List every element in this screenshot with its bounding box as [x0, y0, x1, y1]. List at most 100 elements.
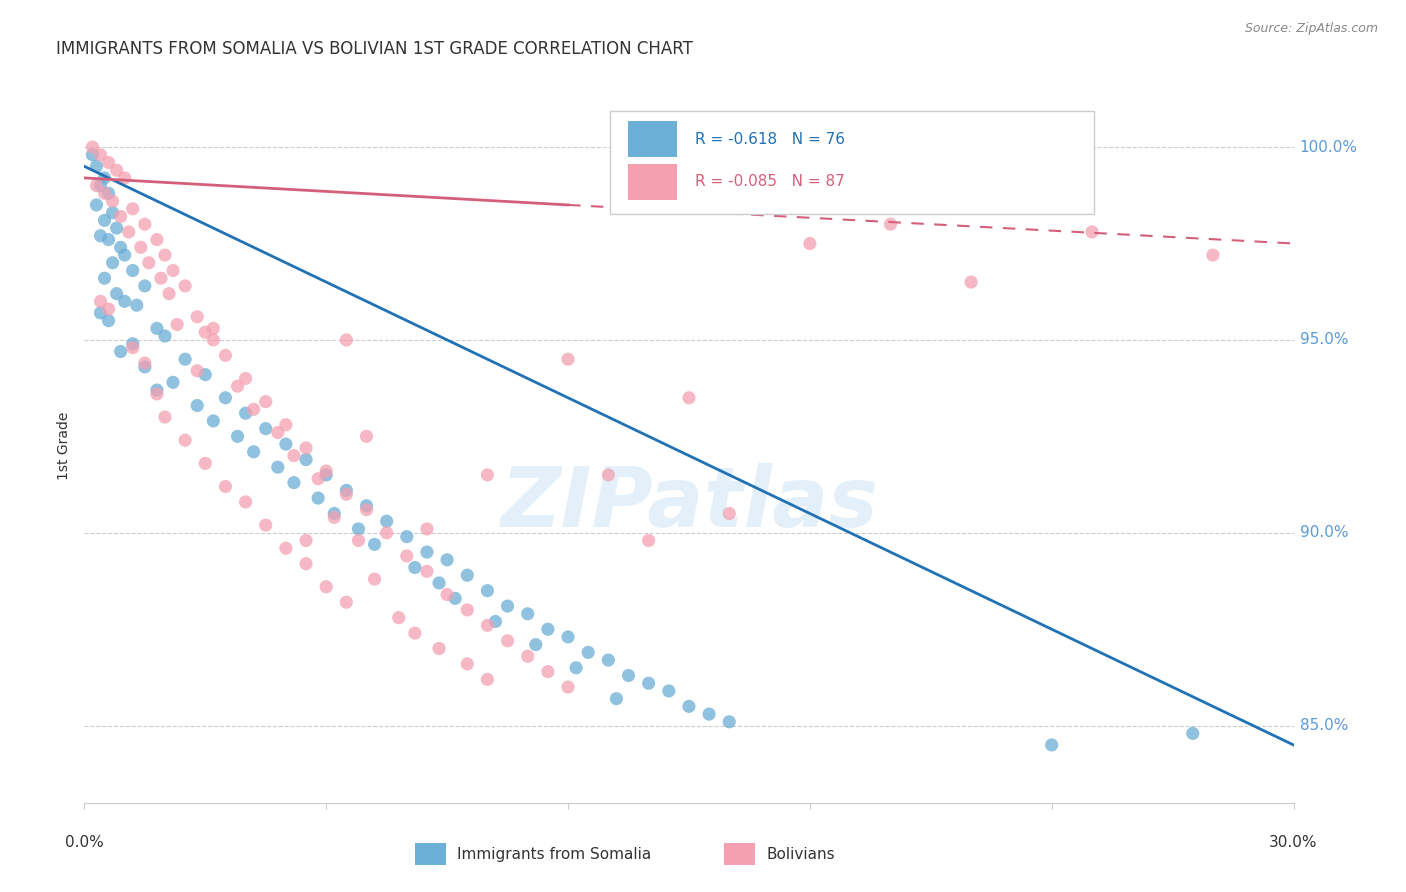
- Point: [121, 202, 143, 216]
- Point: [121, 263, 143, 277]
- Point: [404, 626, 426, 640]
- Point: [658, 684, 681, 698]
- Point: [1040, 738, 1063, 752]
- Point: [174, 279, 197, 293]
- Point: [335, 483, 357, 498]
- Point: [637, 676, 659, 690]
- Point: [194, 325, 217, 339]
- Point: [214, 348, 236, 362]
- Point: [114, 248, 136, 262]
- Point: [89, 306, 111, 320]
- Point: [214, 391, 236, 405]
- Point: [477, 583, 499, 598]
- Point: [477, 618, 499, 632]
- Point: [121, 341, 143, 355]
- Point: [477, 673, 499, 687]
- Point: [118, 225, 141, 239]
- Point: [307, 472, 329, 486]
- Point: [97, 155, 120, 169]
- Point: [101, 194, 124, 208]
- Point: [598, 653, 620, 667]
- Point: [186, 399, 208, 413]
- Point: [283, 475, 305, 490]
- Point: [194, 456, 217, 470]
- Point: [214, 479, 236, 493]
- Point: [323, 510, 346, 524]
- Point: [235, 495, 257, 509]
- Point: [307, 491, 329, 505]
- Point: [1202, 248, 1225, 262]
- Point: [235, 406, 257, 420]
- Point: [565, 661, 588, 675]
- Point: [274, 541, 297, 556]
- Point: [242, 402, 264, 417]
- Point: [484, 615, 506, 629]
- Point: [678, 699, 700, 714]
- Point: [226, 379, 249, 393]
- Point: [427, 641, 450, 656]
- Point: [105, 163, 128, 178]
- Point: [134, 217, 156, 231]
- Point: [114, 294, 136, 309]
- Point: [598, 467, 620, 482]
- Point: [496, 633, 519, 648]
- Point: [537, 665, 560, 679]
- Point: [202, 414, 225, 428]
- Point: [93, 186, 115, 201]
- Point: [456, 657, 478, 671]
- Point: [235, 371, 257, 385]
- Point: [1081, 225, 1104, 239]
- Point: [557, 352, 579, 367]
- Point: [186, 310, 208, 324]
- Point: [323, 507, 346, 521]
- Point: [295, 557, 318, 571]
- Point: [416, 545, 439, 559]
- Point: [97, 186, 120, 201]
- Point: [295, 441, 318, 455]
- Point: [799, 236, 821, 251]
- Point: [157, 286, 180, 301]
- Point: [576, 645, 599, 659]
- Point: [97, 301, 120, 316]
- Point: [194, 368, 217, 382]
- Point: [162, 263, 184, 277]
- Point: [697, 707, 720, 722]
- Point: [149, 271, 172, 285]
- Point: [202, 321, 225, 335]
- Point: [617, 668, 640, 682]
- Bar: [628, 164, 676, 200]
- Point: [335, 333, 357, 347]
- Y-axis label: 1st Grade: 1st Grade: [58, 412, 72, 480]
- Point: [134, 279, 156, 293]
- Point: [186, 364, 208, 378]
- Point: [960, 275, 983, 289]
- Point: [879, 217, 901, 231]
- Point: [388, 610, 411, 624]
- Point: [97, 233, 120, 247]
- Point: [114, 170, 136, 185]
- Point: [125, 298, 148, 312]
- Point: [129, 240, 152, 254]
- Point: [605, 691, 627, 706]
- Point: [93, 170, 115, 185]
- Point: [315, 467, 337, 482]
- Point: [105, 286, 128, 301]
- Point: [456, 603, 478, 617]
- Point: [101, 256, 124, 270]
- Point: [153, 410, 176, 425]
- Point: [718, 714, 741, 729]
- Point: [274, 437, 297, 451]
- Point: [146, 321, 169, 335]
- Point: [678, 391, 700, 405]
- Point: [86, 159, 108, 173]
- Point: [86, 178, 108, 193]
- Point: [97, 313, 120, 327]
- Point: [254, 518, 277, 533]
- Text: 0.0%: 0.0%: [65, 835, 104, 850]
- Point: [110, 240, 132, 254]
- Point: [347, 533, 370, 548]
- Point: [416, 522, 439, 536]
- Text: IMMIGRANTS FROM SOMALIA VS BOLIVIAN 1ST GRADE CORRELATION CHART: IMMIGRANTS FROM SOMALIA VS BOLIVIAN 1ST …: [56, 40, 693, 58]
- Text: Bolivians: Bolivians: [766, 847, 835, 862]
- Point: [226, 429, 249, 443]
